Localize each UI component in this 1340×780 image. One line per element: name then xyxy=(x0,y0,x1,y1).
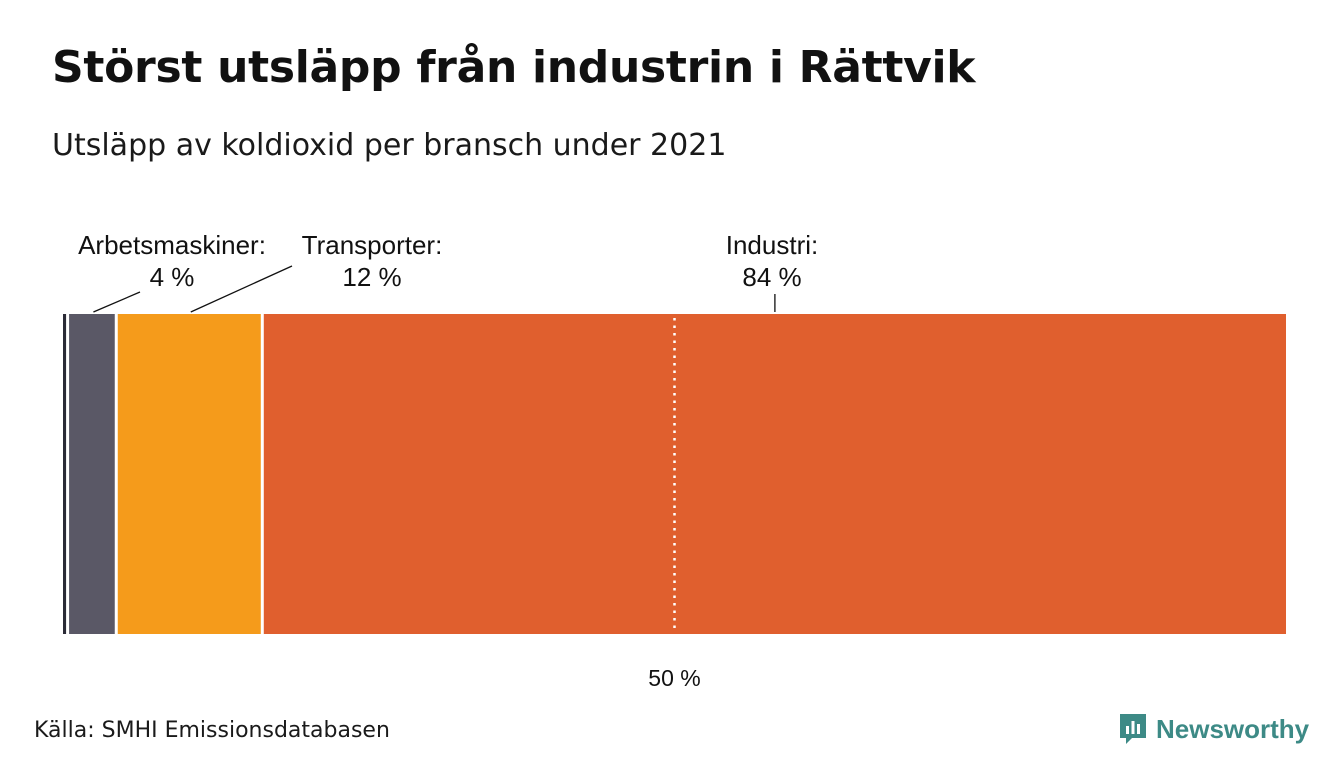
chart-subtitle: Utsläpp av koldioxid per bransch under 2… xyxy=(52,128,727,163)
bar-segment-transporter xyxy=(117,314,261,634)
bar-segment-arbetsmaskiner xyxy=(69,314,115,634)
leader-line-arbetsmaskiner xyxy=(93,291,141,313)
segment-label-industri: Industri: xyxy=(726,230,819,260)
segment-value-transporter: 12 % xyxy=(342,262,401,292)
newsworthy-logo-icon xyxy=(1120,714,1146,744)
chart-title: Störst utsläpp från industrin i Rättvik xyxy=(52,42,976,93)
leader-line-transporter xyxy=(190,265,293,313)
bar-segment-industri xyxy=(263,314,1286,634)
newsworthy-logo: Newsworthy xyxy=(1118,712,1309,746)
logo-text: Newsworthy xyxy=(1156,713,1310,744)
reference-line-label: 50 % xyxy=(648,665,700,691)
segment-value-arbetsmaskiner: 4 % xyxy=(150,262,195,292)
segment-label-transporter: Transporter: xyxy=(302,230,443,260)
segment-value-industri: 84 % xyxy=(742,262,801,292)
segment-label-arbetsmaskiner: Arbetsmaskiner: xyxy=(78,230,266,260)
bar-segment-ovrigt xyxy=(63,314,67,634)
source-note: Källa: SMHI Emissionsdatabasen xyxy=(34,718,390,743)
